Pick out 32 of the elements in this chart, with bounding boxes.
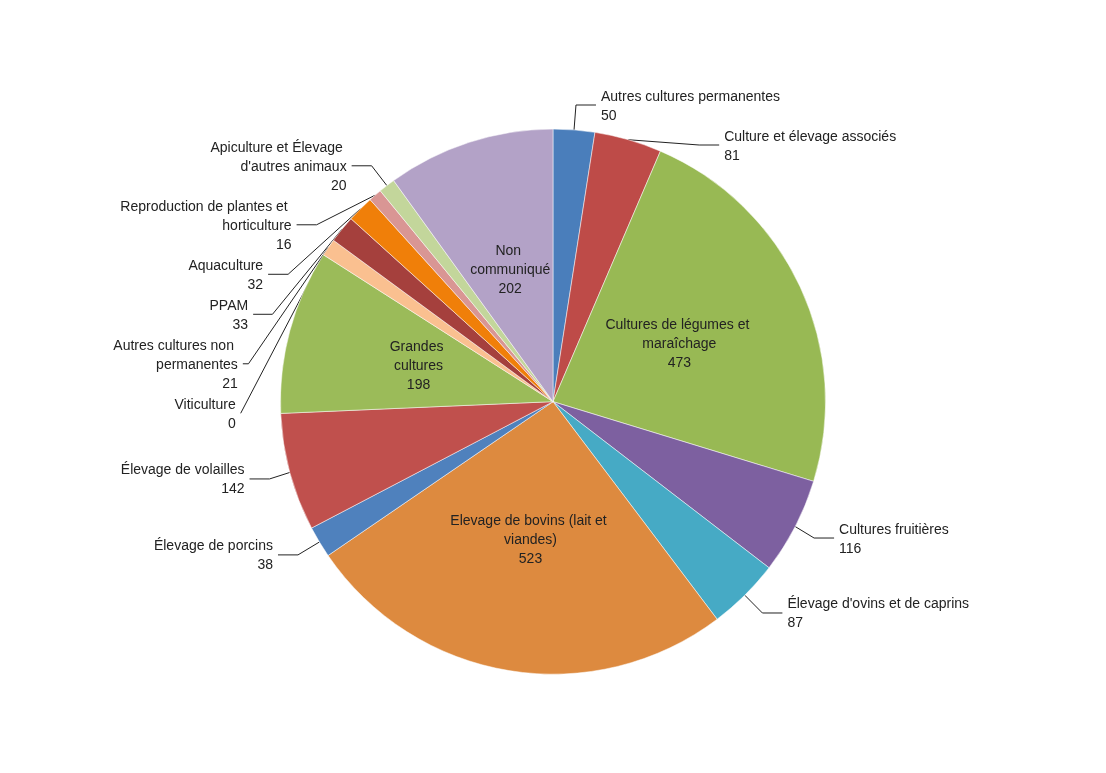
slice-label: Aquaculture <box>188 256 264 273</box>
data-label: 38 <box>257 556 274 573</box>
data-label: 50 <box>600 106 617 123</box>
data-label: 523 <box>518 550 543 567</box>
slice-label: Non communiqué <box>470 242 551 278</box>
data-label: 116 <box>839 539 862 556</box>
slice-label: Cultures de légumes et maraîchage <box>605 316 754 352</box>
slice-label: Élevage de porcins <box>153 537 273 554</box>
slice-label: Culture et élevage associés <box>724 127 897 144</box>
slice-label: Grandes cultures <box>389 338 448 374</box>
data-label: 473 <box>667 354 692 371</box>
data-label: 198 <box>406 376 431 393</box>
data-label: 81 <box>724 146 740 163</box>
data-label: 33 <box>232 315 249 332</box>
slice-label: Reproduction de plantes et horticulture <box>120 197 292 233</box>
data-label: 142 <box>221 480 245 497</box>
slice-label: Apiculture et Élevage d'autres animaux <box>210 138 347 174</box>
text: 0 <box>227 414 236 431</box>
slice-label: Autres cultures non permanentes <box>113 336 238 372</box>
data-label: 32 <box>247 275 264 292</box>
data-label: 87 <box>787 614 804 631</box>
slice-label: Cultures fruitières <box>839 520 949 537</box>
slice-label: Autres cultures permanentes <box>600 87 780 104</box>
data-label: 16 <box>276 235 292 252</box>
data-label: 21 <box>222 374 239 391</box>
category-label: Viticulture <box>174 395 236 412</box>
slice-label: Élevage de volailles <box>120 461 245 478</box>
slice-label: PPAM <box>209 296 249 313</box>
data-label: 20 <box>331 176 347 193</box>
slice-label: Elevage de bovins (lait et viandes) <box>450 512 611 548</box>
slice-label: Élevage d'ovins et de caprins <box>787 595 970 612</box>
data-label: 202 <box>498 280 523 297</box>
